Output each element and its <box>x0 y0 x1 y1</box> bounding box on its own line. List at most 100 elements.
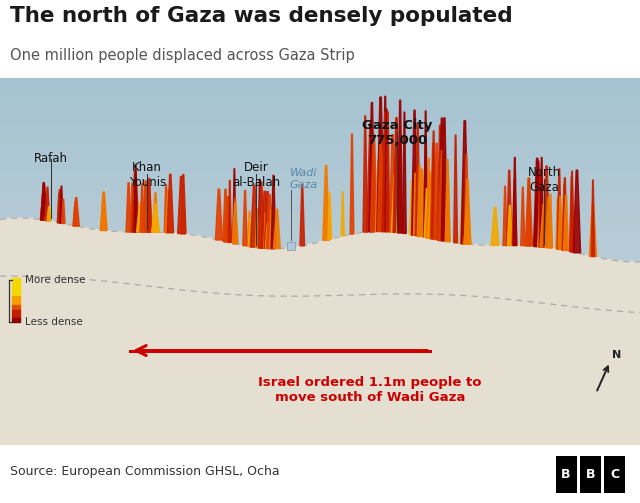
Bar <box>0 255 640 259</box>
Polygon shape <box>300 185 305 246</box>
Bar <box>0 163 640 166</box>
Bar <box>12 287 20 288</box>
Polygon shape <box>394 128 399 232</box>
Polygon shape <box>538 187 542 246</box>
Bar <box>12 316 20 318</box>
Bar <box>12 321 20 322</box>
Polygon shape <box>512 180 517 245</box>
Polygon shape <box>178 177 185 233</box>
Polygon shape <box>527 178 531 246</box>
Polygon shape <box>233 198 237 243</box>
Bar <box>0 108 640 111</box>
Bar <box>12 304 20 306</box>
Polygon shape <box>538 216 542 246</box>
Polygon shape <box>164 185 168 232</box>
Polygon shape <box>341 192 344 236</box>
Polygon shape <box>434 143 440 239</box>
Bar <box>0 262 640 265</box>
Polygon shape <box>248 211 251 246</box>
Polygon shape <box>491 207 499 245</box>
Polygon shape <box>40 191 47 220</box>
Polygon shape <box>412 166 417 235</box>
Polygon shape <box>126 183 131 232</box>
Polygon shape <box>271 176 276 248</box>
Bar <box>0 85 640 88</box>
Bar <box>0 111 640 114</box>
Bar <box>0 153 640 157</box>
Bar <box>0 170 640 173</box>
Polygon shape <box>73 203 77 226</box>
Polygon shape <box>439 118 444 240</box>
Polygon shape <box>415 124 420 236</box>
Polygon shape <box>381 113 389 231</box>
Bar <box>0 232 640 235</box>
Polygon shape <box>143 185 150 232</box>
Bar <box>0 121 640 124</box>
Bar <box>0 183 640 186</box>
Polygon shape <box>381 135 387 231</box>
Bar <box>0 95 640 98</box>
Text: B: B <box>561 468 571 480</box>
Polygon shape <box>540 204 548 247</box>
Polygon shape <box>534 161 541 246</box>
Polygon shape <box>461 121 468 244</box>
Polygon shape <box>0 218 640 445</box>
Polygon shape <box>100 193 107 230</box>
Polygon shape <box>460 187 467 243</box>
Polygon shape <box>131 172 139 232</box>
Polygon shape <box>264 192 271 248</box>
Polygon shape <box>243 191 248 245</box>
Polygon shape <box>464 208 471 244</box>
Polygon shape <box>147 178 151 232</box>
Polygon shape <box>258 180 261 248</box>
Polygon shape <box>261 191 268 248</box>
Bar <box>0 140 640 143</box>
Bar <box>0 193 640 196</box>
Polygon shape <box>101 192 106 230</box>
Polygon shape <box>58 190 62 223</box>
Bar <box>0 265 640 268</box>
Polygon shape <box>418 170 426 236</box>
Bar <box>0 268 640 272</box>
Polygon shape <box>152 204 159 232</box>
Polygon shape <box>438 151 446 240</box>
Polygon shape <box>134 164 137 232</box>
Text: One million people displaced across Gaza Strip: One million people displaced across Gaza… <box>10 48 355 63</box>
Bar <box>12 293 20 294</box>
Polygon shape <box>255 209 260 247</box>
Bar <box>12 313 20 315</box>
Polygon shape <box>570 177 574 252</box>
Polygon shape <box>383 96 387 231</box>
Text: B: B <box>586 468 595 480</box>
Polygon shape <box>136 203 144 232</box>
Bar <box>0 104 640 108</box>
Polygon shape <box>180 175 186 234</box>
Polygon shape <box>558 196 563 249</box>
Bar <box>12 302 20 303</box>
Polygon shape <box>41 185 47 220</box>
Polygon shape <box>248 218 253 246</box>
Polygon shape <box>146 187 152 232</box>
Bar <box>0 209 640 212</box>
Polygon shape <box>445 171 450 241</box>
Polygon shape <box>525 179 532 246</box>
Polygon shape <box>556 198 559 249</box>
Polygon shape <box>45 203 50 221</box>
Text: Wadi
Gaza: Wadi Gaza <box>290 168 318 190</box>
Polygon shape <box>232 203 238 243</box>
Polygon shape <box>430 143 436 239</box>
Polygon shape <box>165 190 172 232</box>
Polygon shape <box>431 131 436 239</box>
Bar <box>0 206 640 209</box>
Bar <box>0 127 640 130</box>
Polygon shape <box>60 186 63 223</box>
Bar <box>12 286 20 287</box>
Bar <box>0 226 640 229</box>
Bar <box>0 242 640 245</box>
Polygon shape <box>573 170 580 253</box>
Bar <box>0 78 640 81</box>
Bar <box>0 245 640 248</box>
Polygon shape <box>378 131 382 231</box>
Bar <box>12 291 20 293</box>
Polygon shape <box>513 157 516 245</box>
